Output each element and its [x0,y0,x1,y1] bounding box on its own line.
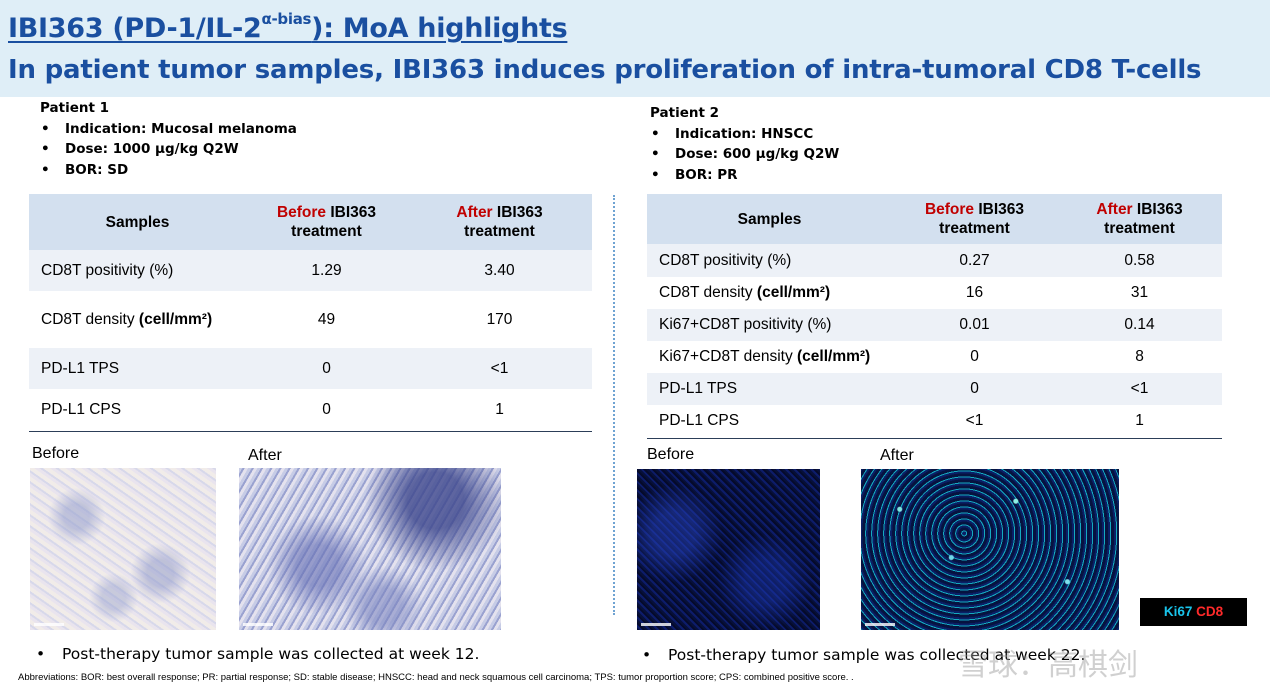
header-band: IBI363 (PD-1/IL-2α-bias): MoA highlights… [0,0,1270,97]
scale-bar [641,623,671,626]
slide-subtitle: In patient tumor samples, IBI363 induces… [8,55,1202,85]
table-row: CD8T positivity (%) 1.29 3.40 [29,250,592,291]
column-divider [613,195,615,615]
table-row: PD-L1 CPS 0 1 [29,389,592,432]
patient2-after-label: After [880,447,914,464]
patient2-table: Samples Before IBI363 treatment After IBI… [647,194,1222,439]
stain-legend: Ki67 CD8 [1140,598,1247,626]
patient2-after-image [861,469,1119,630]
table-row: Ki67+CD8T density (cell/mm²) 0 8 [659,348,1144,365]
patient2-dose: Dose: 600 μg/kg Q2W [650,144,839,165]
patient2-before-image [637,469,820,630]
slide-title: IBI363 (PD-1/IL-2α-bias): MoA highlights [8,10,568,44]
scale-bar [243,623,273,626]
patient1-dose: Dose: 1000 μg/kg Q2W [40,139,297,160]
table-row: CD8T density (cell/mm²) 16 31 [659,284,1149,301]
watermark: 雪球：高棋剑 [958,648,1138,683]
table-row: CD8T positivity (%) 0.27 0.58 [647,244,1222,277]
scale-bar [34,623,64,626]
patient2-indication: Indication: HNSCC [650,124,839,145]
patient1-after-image [239,468,501,630]
patient1-after-label: After [248,447,282,464]
col-after: After IBI363 treatment [407,194,592,250]
patient2-note: • Post-therapy tumor sample was collected… [642,646,1086,664]
patient1-before-image [30,468,216,630]
col-samples: Samples [29,194,246,250]
patient2-bor: BOR: PR [650,165,839,186]
patient1-table: Samples Before IBI363 treatment After IBI… [29,194,592,432]
table-row: Ki67+CD8T positivity (%) 0.01 0.14 [647,309,1222,341]
table-row: PD-L1 TPS 0 <1 [29,348,592,389]
table-row: PD-L1 CPS <1 1 [647,405,1222,439]
col-before: Before IBI363 treatment [246,194,407,250]
abbreviations: Abbreviations: BOR: best overall respons… [18,672,854,683]
col-before: Before IBI363 treatment [892,194,1057,244]
patient1-indication: Indication: Mucosal melanoma [40,119,297,140]
table-row: PD-L1 TPS 0 <1 [647,373,1222,405]
table-header-row: Samples Before IBI363 treatment After IBI… [647,194,1222,244]
patient2-info: Patient 2 Indication: HNSCC Dose: 600 μg… [650,103,839,185]
patient2-title: Patient 2 [650,105,720,121]
col-after: After IBI363 treatment [1057,194,1222,244]
patient1-note: • Post-therapy tumor sample was collected… [36,645,480,663]
patient1-bor: BOR: SD [40,160,297,181]
patient1-before-label: Before [32,445,80,462]
scale-bar [865,623,895,626]
patient1-title: Patient 1 [40,100,110,116]
table-header-row: Samples Before IBI363 treatment After IBI… [29,194,592,250]
table-row: CD8T density (cell/mm²) 49 170 [41,310,513,328]
col-samples: Samples [647,194,892,244]
patient2-before-label: Before [647,446,695,463]
patient1-info: Patient 1 Indication: Mucosal melanoma D… [40,98,297,180]
